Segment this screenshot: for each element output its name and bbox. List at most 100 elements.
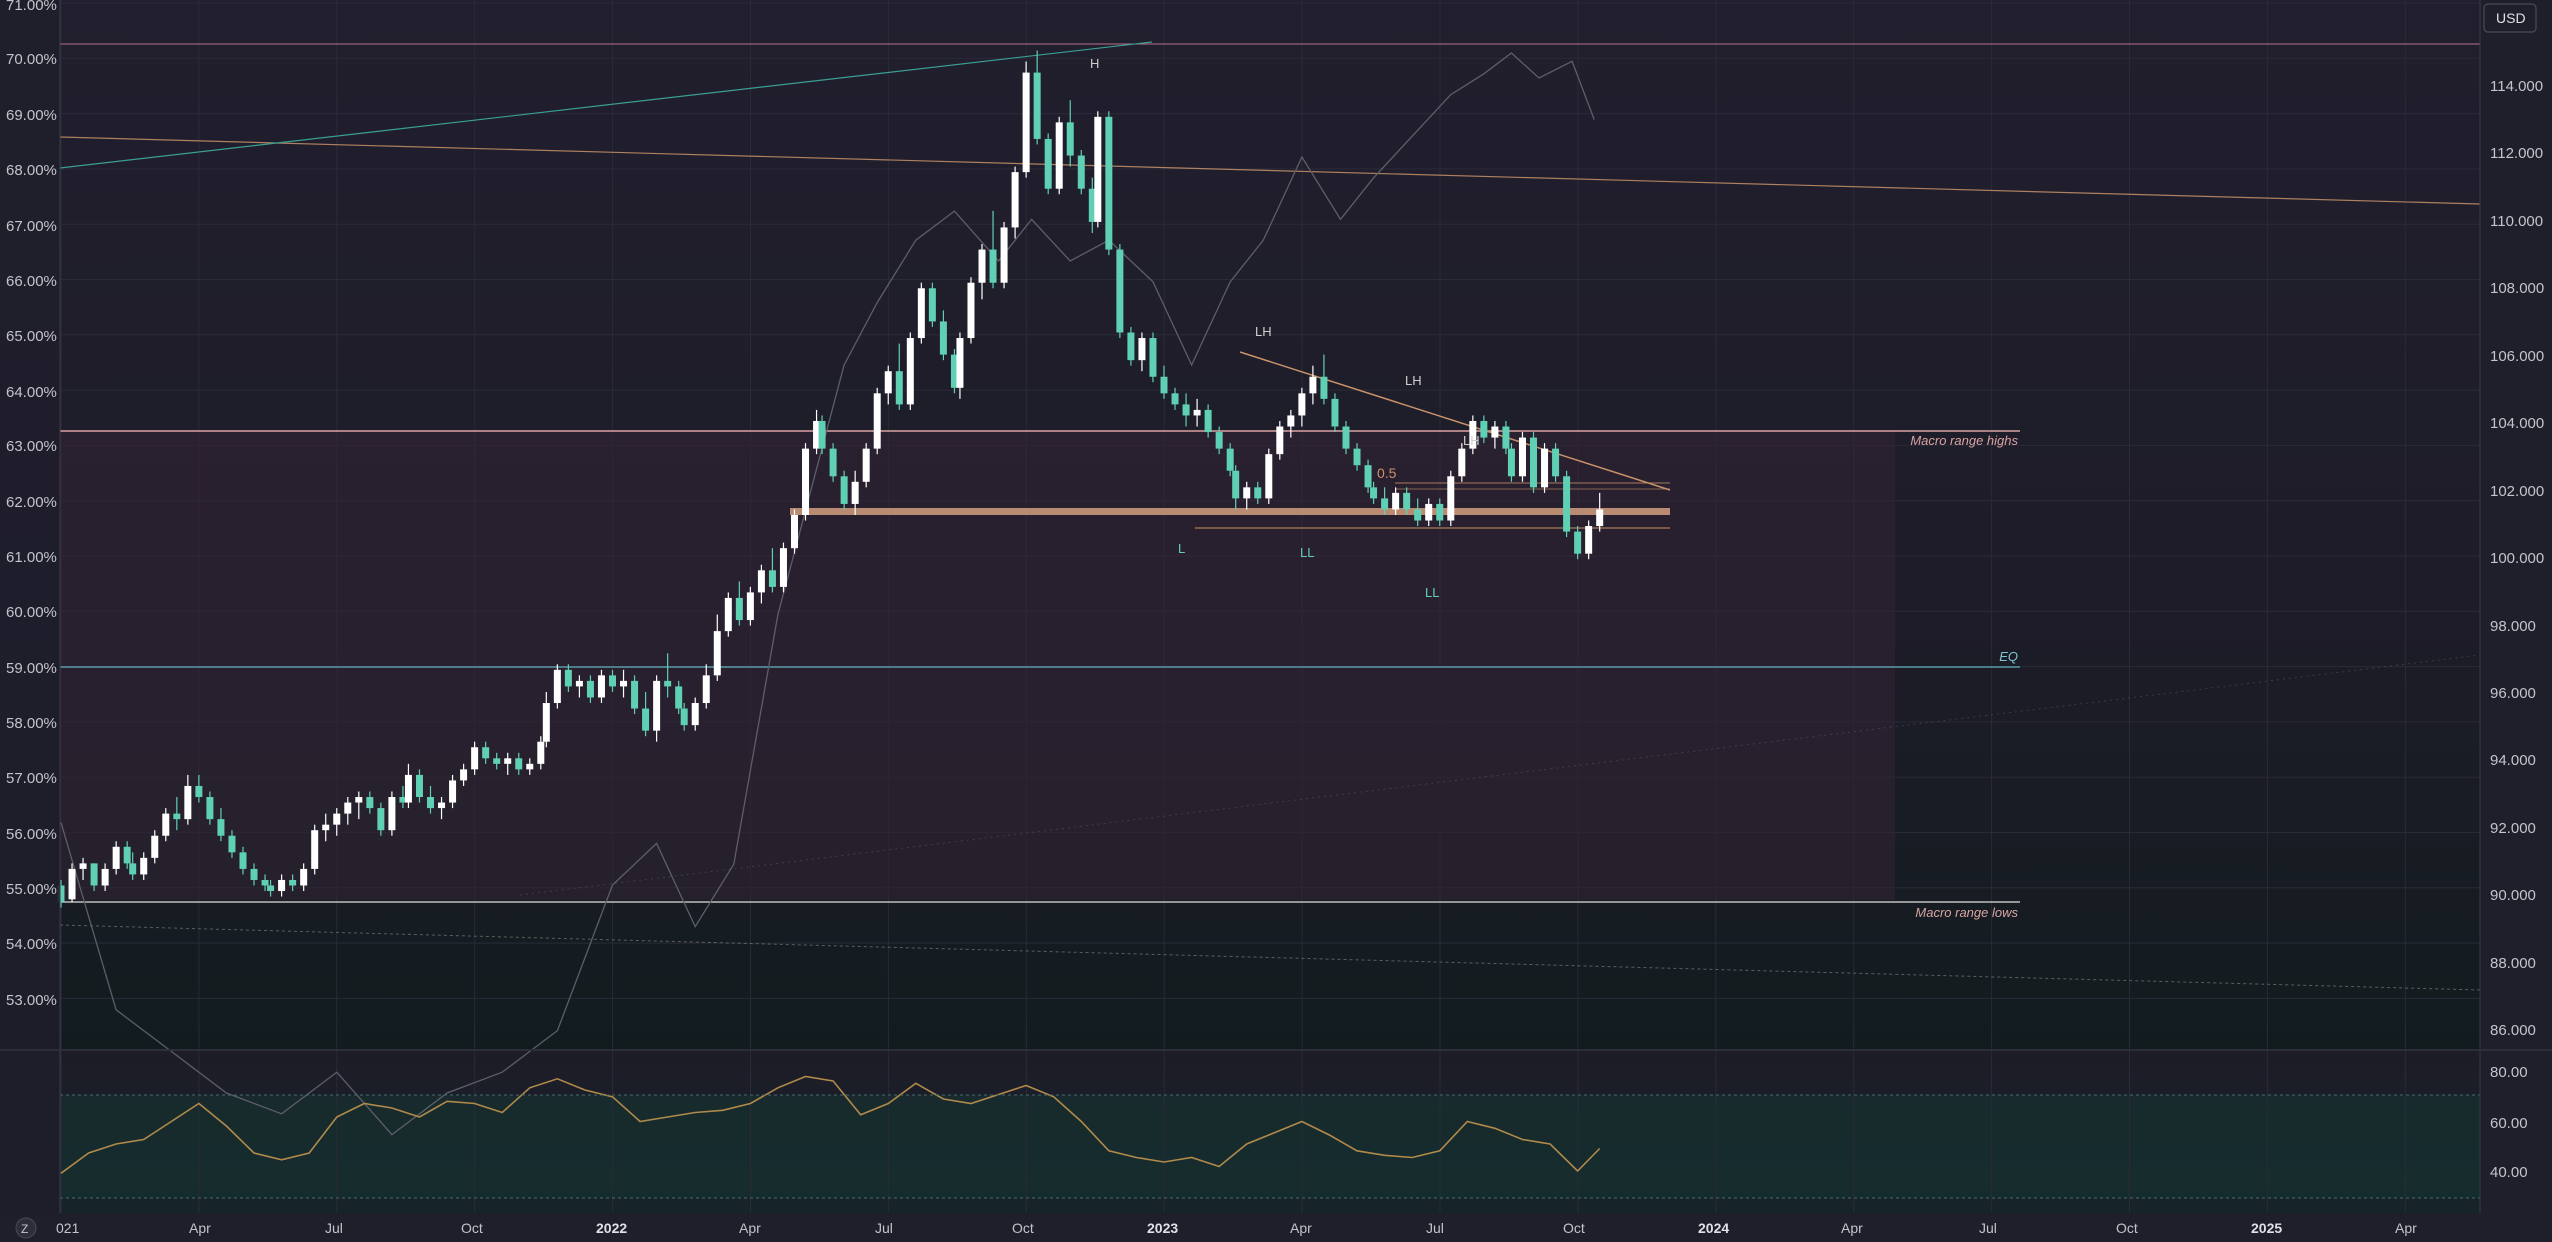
candle-body: [917, 288, 925, 339]
left-axis-tick-9: 62.00%: [6, 494, 57, 511]
eq-label: EQ: [1999, 649, 2018, 664]
z-icon-circle[interactable]: [15, 1217, 37, 1239]
time-tick-13: Apr: [1841, 1220, 1863, 1236]
time-tick-0: 021: [56, 1220, 80, 1236]
left-axis-tick-3: 68.00%: [6, 162, 57, 179]
tradingview-z-icon[interactable]: Z: [15, 1217, 37, 1239]
currency-badge-label: USD: [2496, 10, 2526, 26]
right-axis-tick-9: 96.000: [2490, 685, 2536, 702]
candle-body: [90, 863, 98, 886]
left-axis-tick-2: 69.00%: [6, 107, 57, 124]
candle-body: [597, 675, 605, 698]
rsi-band-fill: [60, 1095, 2480, 1198]
candle-body: [123, 846, 131, 864]
candle-body: [1265, 454, 1273, 499]
left-axis-tick-6: 65.00%: [6, 328, 57, 345]
candle-body: [1574, 531, 1582, 554]
candle-body: [1243, 487, 1251, 499]
candle-body: [162, 813, 170, 836]
time-tick-5: Apr: [739, 1220, 761, 1236]
candle-body: [802, 448, 810, 515]
rsi-axis-tick-2: 40.00: [2490, 1164, 2528, 1181]
time-tick-15: Oct: [2116, 1220, 2138, 1236]
pivot-label-l: L: [1178, 541, 1185, 556]
candle-body: [1215, 432, 1223, 449]
right-axis-strip[interactable]: [2480, 0, 2552, 1242]
candle-body: [1342, 426, 1350, 449]
candle-body: [631, 680, 639, 709]
left-axis-tick-12: 59.00%: [6, 660, 57, 677]
candle-body: [1105, 116, 1113, 250]
pivot-label-lh-1: LH: [1255, 324, 1272, 339]
left-axis-tick-15: 56.00%: [6, 826, 57, 843]
candle-body: [818, 420, 826, 449]
time-tick-2: Jul: [325, 1220, 343, 1236]
candle-body: [564, 669, 572, 687]
candle-body: [1458, 448, 1466, 477]
left-axis-tick-18: 53.00%: [6, 992, 57, 1009]
candle-body: [620, 680, 628, 687]
candle-body: [377, 808, 385, 831]
candle-body: [1403, 492, 1411, 510]
candle-body: [1033, 72, 1041, 139]
left-axis-tick-0: 71.00%: [6, 0, 57, 14]
candle-body: [1022, 72, 1030, 173]
left-axis-tick-16: 55.00%: [6, 881, 57, 898]
candle-body: [553, 669, 561, 704]
candle-body: [1204, 409, 1212, 433]
candle-body: [250, 868, 258, 880]
candle-body: [1491, 426, 1499, 438]
candle-body: [322, 824, 330, 831]
candle-body: [1414, 509, 1422, 521]
candle-body: [1066, 122, 1074, 156]
candle-body: [664, 680, 672, 687]
candle-body: [1287, 415, 1295, 427]
candle-body: [873, 393, 881, 449]
candle-body: [482, 747, 490, 759]
right-axis-tick-5: 104.000: [2490, 415, 2544, 432]
candle-body: [151, 835, 159, 858]
right-axis-tick-11: 92.000: [2490, 820, 2536, 837]
candle-body: [1518, 437, 1526, 477]
right-axis-tick-10: 94.000: [2490, 752, 2536, 769]
candle-body: [1596, 509, 1604, 527]
candle-body: [206, 797, 214, 820]
left-axis-tick-8: 63.00%: [6, 438, 57, 455]
candle-body: [261, 879, 269, 886]
candle-body: [355, 797, 363, 803]
right-axis-tick-3: 108.000: [2490, 280, 2544, 297]
candle-body: [967, 282, 975, 339]
candle-body: [1370, 487, 1378, 499]
candle-body: [537, 741, 545, 764]
candle-body: [724, 597, 732, 632]
candle-body: [1138, 338, 1146, 361]
candle-body: [173, 813, 181, 820]
candle-body: [504, 758, 512, 764]
candle-body: [449, 780, 457, 803]
time-axis: 021 Apr Jul Oct 2022 Apr Jul Oct 2023 Ap…: [56, 1220, 2417, 1236]
right-axis-tick-4: 106.000: [2490, 348, 2544, 365]
candle-body: [404, 774, 412, 803]
right-axis-tick-7: 100.000: [2490, 550, 2544, 567]
time-axis-strip[interactable]: [0, 1213, 2552, 1242]
candle-body: [228, 835, 236, 853]
candle-body: [1149, 338, 1157, 377]
left-axis-strip[interactable]: [0, 0, 60, 1242]
candle-body: [1320, 376, 1328, 399]
pivot-label-lh-2: LH: [1405, 373, 1422, 388]
candle-body: [1436, 503, 1444, 521]
candle-body: [1309, 376, 1317, 394]
left-axis-tick-11: 60.00%: [6, 604, 57, 621]
candle-body: [862, 448, 870, 482]
candle-body: [460, 769, 468, 781]
currency-badge[interactable]: USD: [2483, 3, 2537, 33]
candle-body: [675, 686, 683, 709]
candle-body: [609, 675, 616, 687]
candle-body: [1171, 393, 1179, 405]
right-axis-tick-8: 98.000: [2490, 618, 2536, 635]
candle-body: [1502, 426, 1510, 449]
candle-body: [1055, 122, 1063, 189]
currency-badge-frame[interactable]: [2483, 3, 2537, 33]
